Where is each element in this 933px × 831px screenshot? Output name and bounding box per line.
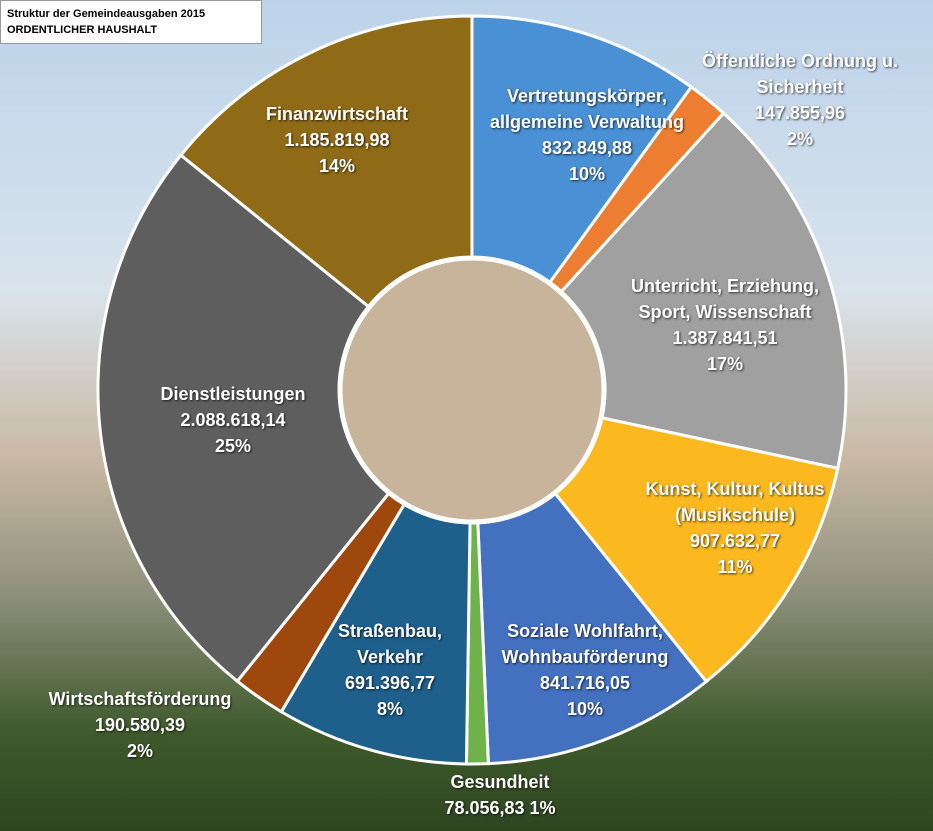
percentage-label: 11% xyxy=(717,557,753,577)
percentage-label: 10% xyxy=(566,699,604,719)
donut-segment xyxy=(279,502,472,766)
value-label: 1.387.841,51 xyxy=(672,328,778,348)
donut-segment xyxy=(96,153,391,684)
value-label: 1.185.819,98 xyxy=(284,130,390,150)
value-label: 907.632,77 xyxy=(689,531,781,551)
segment-label: Vertretungskörper, allgemeine Verwaltung… xyxy=(487,83,687,187)
donut-hole xyxy=(339,257,605,523)
category-label: Dienstleistungen xyxy=(160,384,306,404)
category-label: Unterricht, Erziehung, Sport, Wissenscha… xyxy=(630,276,819,322)
percentage-label: 8% xyxy=(376,699,403,719)
percentage-label: 25% xyxy=(214,436,252,456)
value-label: 78.056,83 xyxy=(444,798,525,818)
category-label: Vertretungskörper, allgemeine Verwaltung xyxy=(489,86,685,132)
percentage-label: 10% xyxy=(568,164,606,184)
donut-segment xyxy=(470,14,694,285)
segment-label: Dienstleistungen 2.088.618,14 25% xyxy=(123,381,343,459)
category-label: Straßenbau, Verkehr xyxy=(337,621,443,667)
donut-segment xyxy=(553,416,840,684)
donut-segment xyxy=(559,111,848,471)
category-label: Soziale Wohlfahrt, Wohnbauförderung xyxy=(501,621,669,667)
segment-label: Straßenbau, Verkehr 691.396,77 8% xyxy=(320,618,460,722)
chart-title: Struktur der Gemeindeausgaben 2015 xyxy=(7,8,206,20)
value-label: 2.088.618,14 xyxy=(180,410,286,430)
value-label: 190.580,39 xyxy=(94,715,186,735)
value-label: 841.716,05 xyxy=(539,673,631,693)
value-label: 691.396,77 xyxy=(344,673,436,693)
value-label: 147.855,96 xyxy=(754,103,846,123)
title-box: Struktur der Gemeindeausgaben 2015 ORDEN… xyxy=(0,0,262,44)
segment-label: Wirtschaftsförderung 190.580,39 2% xyxy=(25,686,255,764)
segment-label: Finanzwirtschaft 1.185.819,98 14% xyxy=(227,101,447,179)
donut-segment xyxy=(476,491,709,766)
value-label: 832.849,88 xyxy=(541,138,633,158)
segment-label: Soziale Wohlfahrt, Wohnbauförderung 841.7… xyxy=(485,618,685,722)
percentage-label: 14% xyxy=(318,156,356,176)
category-label: Finanzwirtschaft xyxy=(265,104,408,124)
category-label: Öffentliche Ordnung u. Sicherheit xyxy=(702,51,898,97)
percentage-label: 1% xyxy=(529,798,556,818)
category-label: Wirtschaftsförderung xyxy=(48,689,232,709)
segment-label: Gesundheit 78.056,83 1% xyxy=(390,769,610,821)
category-label: Gesundheit xyxy=(450,772,550,792)
segment-label: Kunst, Kultur, Kultus (Musikschule) 907.6… xyxy=(630,476,840,580)
percentage-label: 17% xyxy=(706,354,744,374)
percentage-label: 2% xyxy=(126,741,153,761)
segment-label: Öffentliche Ordnung u. Sicherheit 147.855… xyxy=(690,48,910,152)
chart-subtitle: ORDENTLICHER HAUSHALT xyxy=(7,24,158,36)
donut-segment xyxy=(178,14,474,309)
percentage-label: 2% xyxy=(786,129,813,149)
segment-label: Unterricht, Erziehung, Sport, Wissenscha… xyxy=(610,273,840,377)
category-label: Kunst, Kultur, Kultus (Musikschule) xyxy=(645,479,825,525)
